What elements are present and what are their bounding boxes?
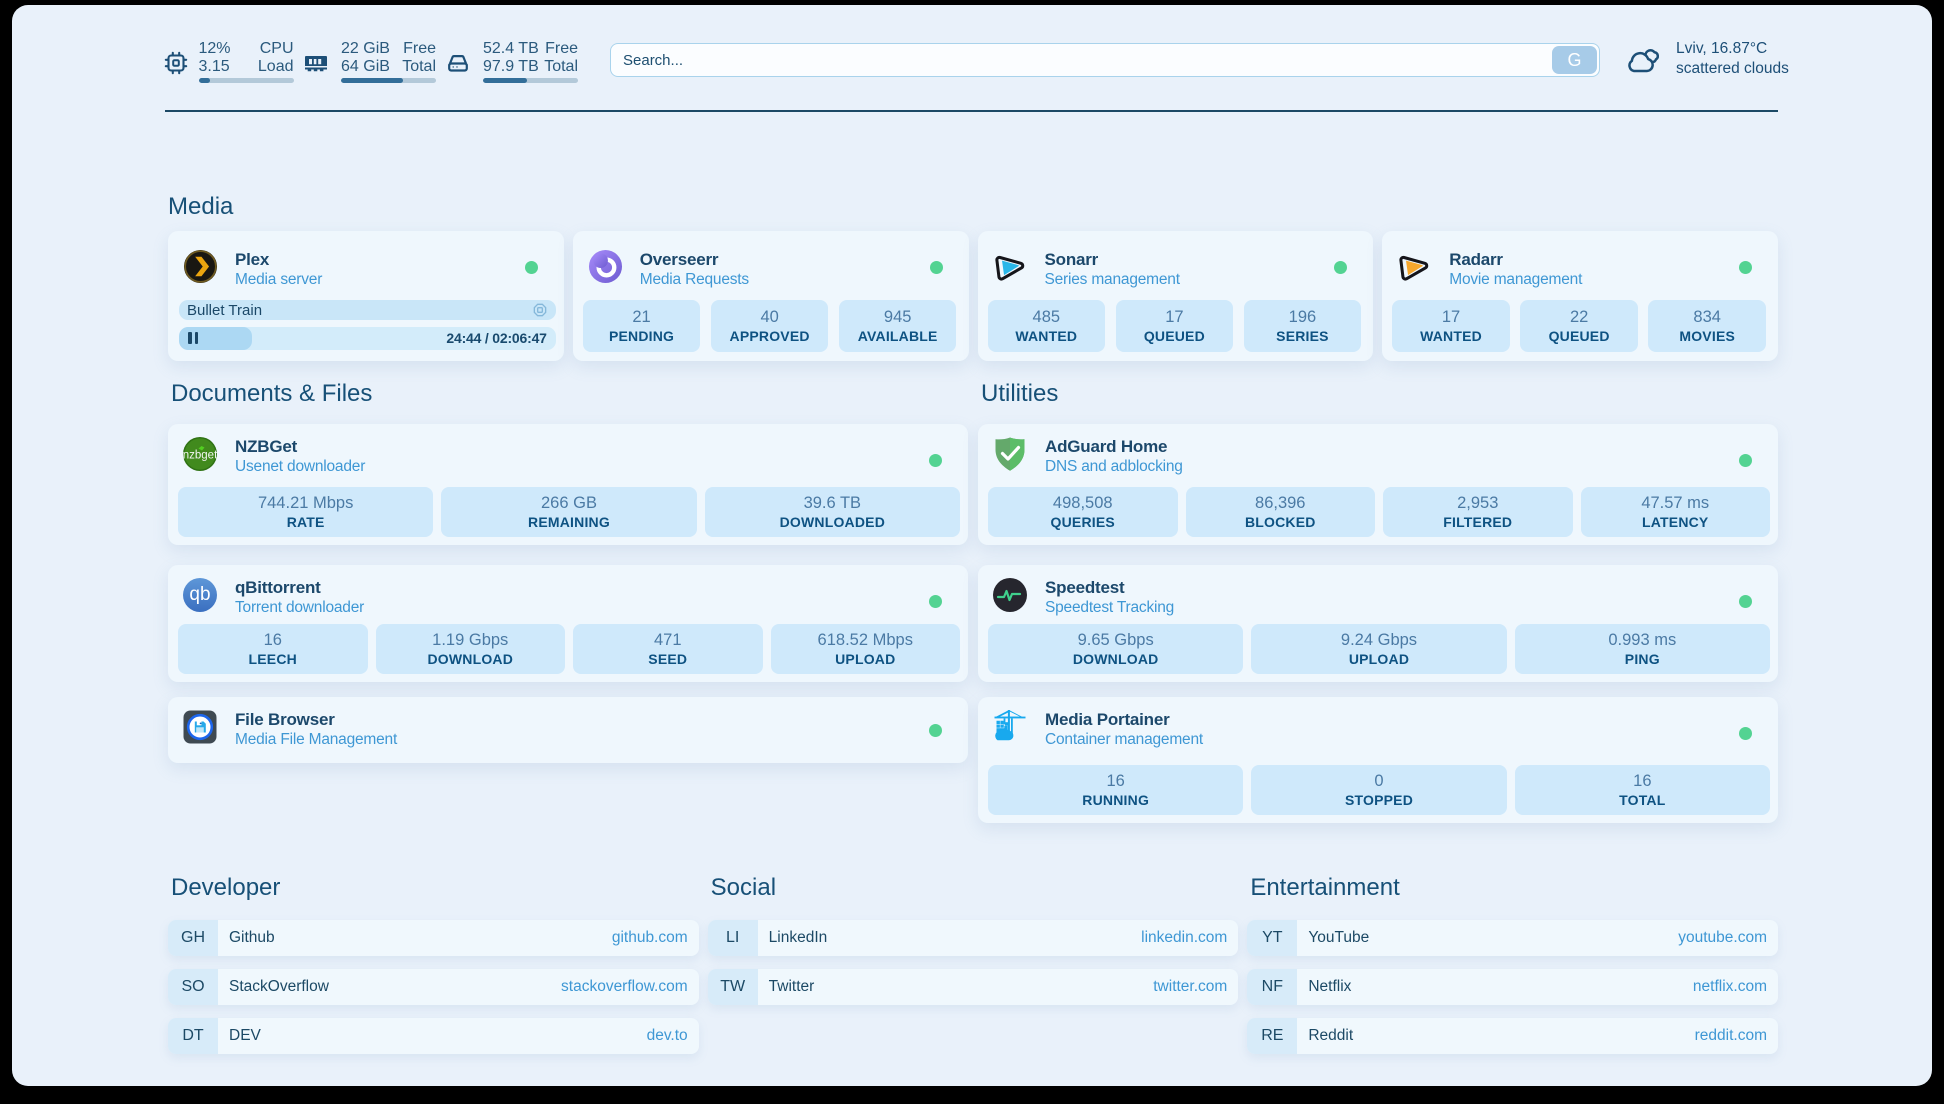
svg-text:nzbget: nzbget <box>183 450 218 462</box>
svg-text:qb: qb <box>189 584 210 605</box>
